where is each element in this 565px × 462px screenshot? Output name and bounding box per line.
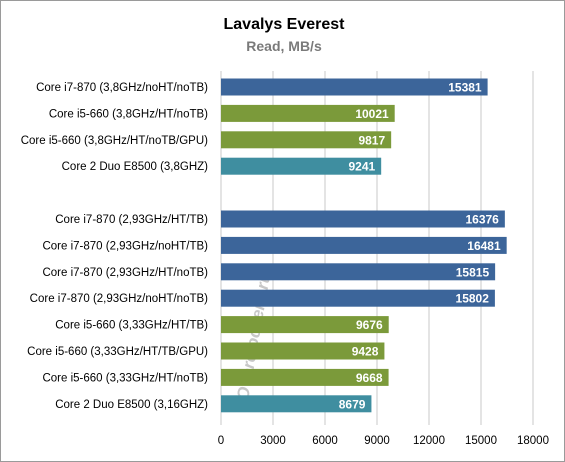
bar [221,395,372,413]
bar [221,210,505,228]
category-label: Core i7-870 (2,93GHz/noHT/noTB) [30,293,208,305]
category-label: Core i5-660 (3,33GHz/HT/noTB) [42,372,208,384]
bars: 15381 10021 9817 9241 16376 16481 15815 15802 96… [221,78,507,413]
bar-value-label: 8679 [339,397,366,411]
bar-value-label: 16376 [465,213,499,227]
bar-value-label: 10021 [355,107,389,121]
bar [221,131,392,149]
bar [221,368,389,386]
category-label: Core i7-870 (2,93GHz/HT/noTB) [42,267,208,279]
bar-value-label: 15802 [456,292,490,306]
bar [221,78,488,96]
x-tick-label: 3000 [260,435,286,447]
bar-value-label: 9241 [348,160,375,174]
bar-value-label: 9668 [356,371,383,385]
x-axis-ticks: 0 3000 6000 9000 12000 15000 18000 [218,435,549,447]
chart-subtitle: Read, MB/s [246,38,322,54]
bar [221,316,389,334]
chart-title: Lavalys Everest [224,16,346,33]
category-labels: Core i7-870 (3,8GHz/noHT/noTB) Core i5-66… [21,82,208,411]
bar-value-label: 15815 [456,265,490,279]
bar [221,263,496,281]
x-tick-label: 12000 [413,435,445,447]
bar-value-label: 16481 [467,239,501,253]
category-label: Core i7-870 (2,93GHz/noHT/TB) [42,240,208,252]
x-tick-label: 18000 [517,435,549,447]
bar-value-label: 9817 [358,133,385,147]
category-label: Core i7-870 (3,8GHz/noHT/noTB) [36,82,208,94]
bar [221,104,395,122]
category-label: Core i5-660 (3,33GHz/HT/TB/GPU) [27,346,208,358]
bar-value-label: 9676 [356,318,383,332]
x-tick-label: 9000 [364,435,390,447]
bar [221,342,385,360]
x-tick-label: 15000 [465,435,497,447]
category-label: Core 2 Duo E8500 (3,16GHZ) [55,399,208,411]
category-label: Core i5-660 (3,33GHz/HT/TB) [55,320,208,332]
x-tick-label: 6000 [312,435,338,447]
category-label: Core i7-870 (2,93GHz/HT/TB) [55,214,208,226]
x-tick-label: 0 [218,435,224,447]
category-label: Core i5-660 (3,8GHz/HT/noTB/GPU) [21,135,208,147]
bar-value-label: 15381 [448,81,482,95]
bar [221,236,507,254]
bar-value-label: 9428 [352,345,379,359]
bar [221,157,382,175]
category-label: Core 2 Duo E8500 (3,8GHZ) [62,161,209,173]
bar [221,289,495,307]
category-label: Core i5-660 (3,8GHz/HT/noTB) [49,108,208,120]
